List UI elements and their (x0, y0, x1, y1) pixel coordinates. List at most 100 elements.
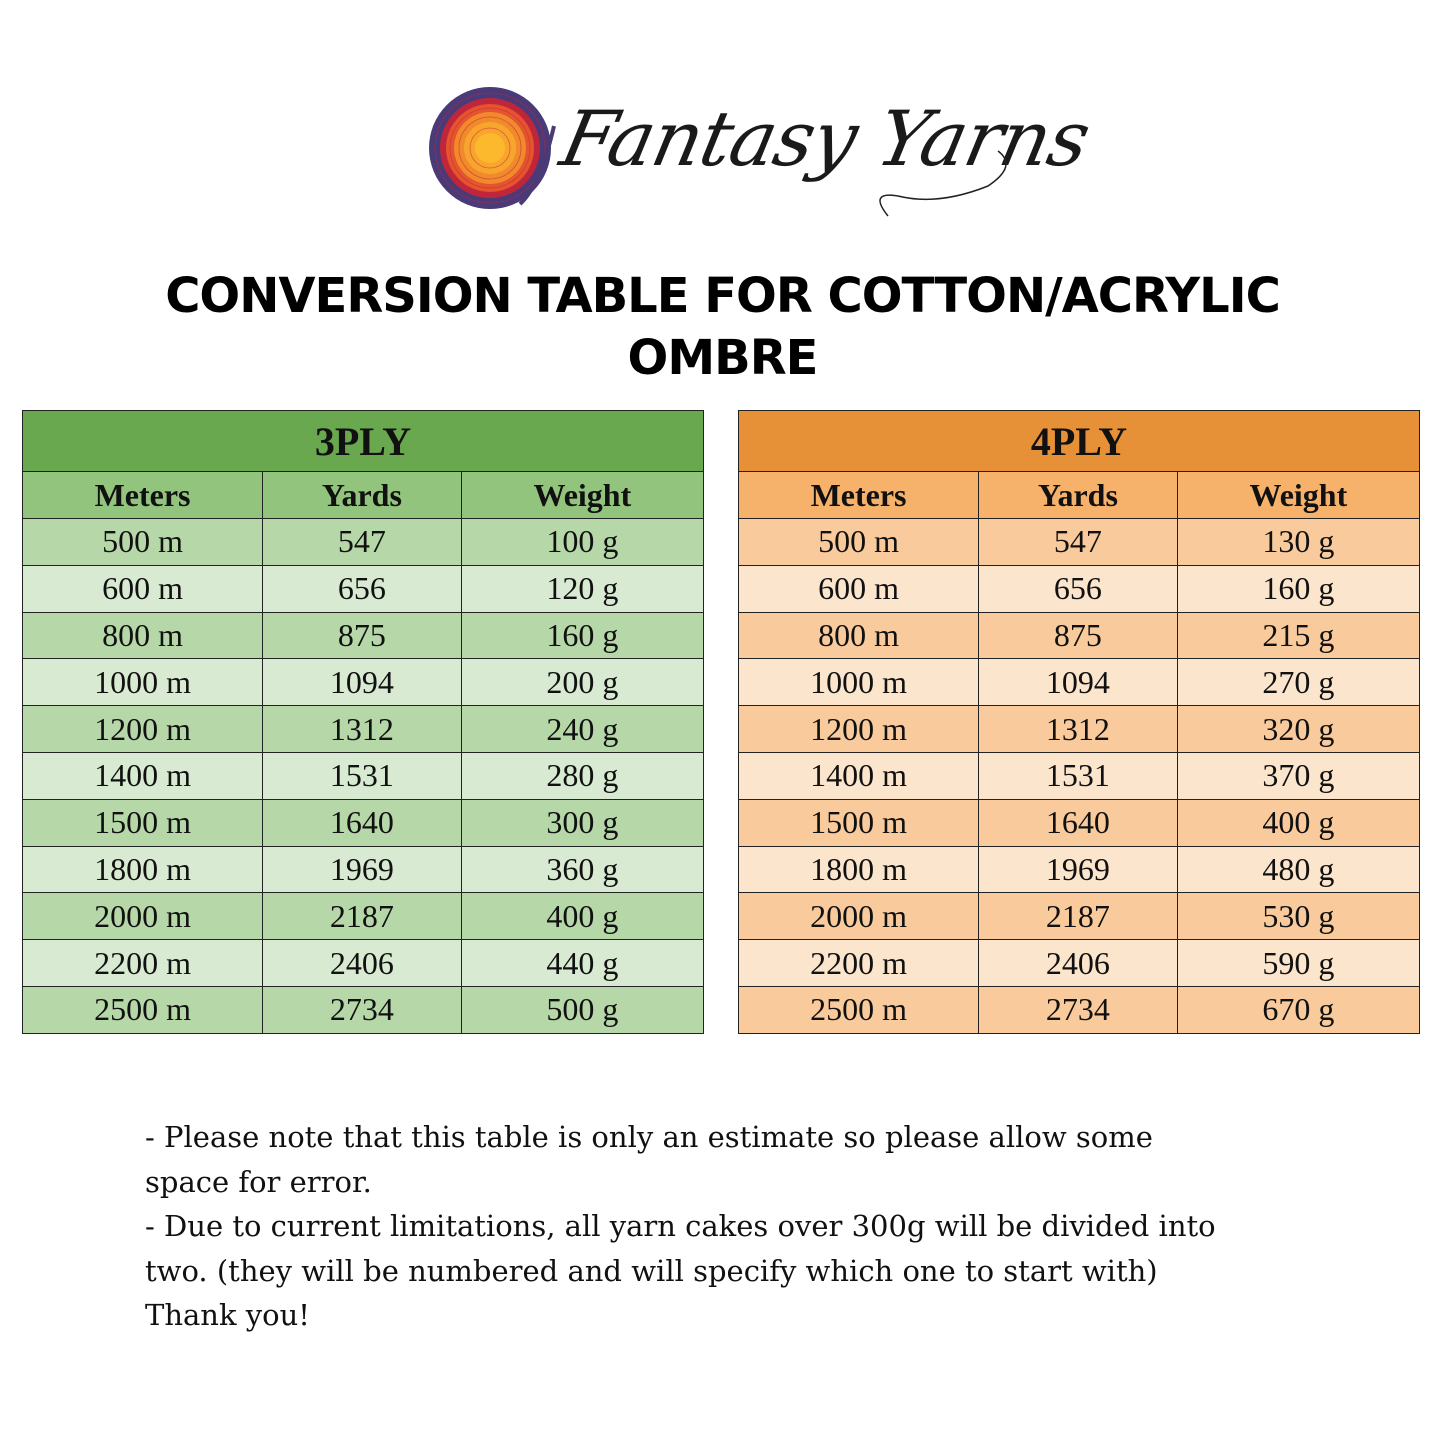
cell-yards: 2734 (262, 985, 462, 1034)
cell-yards: 547 (978, 518, 1178, 566)
column-header-row: Meters Yards Weight (737, 471, 1421, 519)
table-row: 1400 m 1531 370 g (737, 751, 1421, 800)
table-row: 2000 m 2187 400 g (21, 892, 705, 941)
table-row: 800 m 875 215 g (737, 611, 1421, 660)
table-title: 4PLY (738, 410, 1420, 472)
note-line: space for error. (145, 1164, 372, 1199)
cell-weight: 370 g (1176, 751, 1421, 800)
cell-meters: 1000 m (737, 658, 980, 707)
cell-yards: 875 (978, 611, 1178, 660)
cell-meters: 2500 m (21, 985, 264, 1034)
cell-weight: 480 g (1176, 845, 1421, 894)
table-row: 1800 m 1969 360 g (21, 845, 705, 894)
cell-yards: 2187 (262, 892, 462, 941)
table-row: 1200 m 1312 320 g (737, 705, 1421, 753)
cell-meters: 600 m (21, 564, 264, 613)
table-row: 600 m 656 160 g (737, 564, 1421, 613)
cell-yards: 1969 (978, 845, 1178, 894)
cell-weight: 360 g (460, 845, 705, 894)
column-header-meters: Meters (21, 471, 264, 519)
cell-weight: 400 g (1176, 798, 1421, 847)
note-line: two. (they will be numbered and will spe… (145, 1253, 1158, 1288)
cell-meters: 2000 m (737, 892, 980, 941)
cell-yards: 656 (978, 564, 1178, 613)
cell-meters: 1500 m (21, 798, 264, 847)
table-row: 500 m 547 100 g (21, 518, 705, 566)
cell-weight: 320 g (1176, 705, 1421, 753)
table-row: 1500 m 1640 400 g (737, 798, 1421, 847)
title-line-2: OMBRE (627, 330, 819, 386)
cell-yards: 1531 (978, 751, 1178, 800)
cell-weight: 130 g (1176, 518, 1421, 566)
table-row: 1200 m 1312 240 g (21, 705, 705, 753)
note-line: Thank you! (145, 1298, 310, 1333)
table-row: 1400 m 1531 280 g (21, 751, 705, 800)
table-row: 1800 m 1969 480 g (737, 845, 1421, 894)
table-row: 2200 m 2406 440 g (21, 939, 705, 987)
cell-meters: 1200 m (737, 705, 980, 753)
note-line: - Please note that this table is only an… (145, 1120, 1153, 1154)
cell-yards: 2406 (262, 939, 462, 987)
cell-weight: 590 g (1176, 939, 1421, 987)
cell-meters: 500 m (737, 518, 980, 566)
notes: - Please note that this table is only an… (145, 1115, 1345, 1338)
cell-meters: 2200 m (21, 939, 264, 987)
cell-yards: 1094 (262, 658, 462, 707)
cell-weight: 200 g (460, 658, 705, 707)
table-row: 1500 m 1640 300 g (21, 798, 705, 847)
cell-yards: 1094 (978, 658, 1178, 707)
cell-yards: 1531 (262, 751, 462, 800)
cell-meters: 1000 m (21, 658, 264, 707)
table-title-row: 3PLY (22, 410, 704, 472)
cell-yards: 1312 (978, 705, 1178, 753)
cell-weight: 215 g (1176, 611, 1421, 660)
cell-weight: 670 g (1176, 985, 1421, 1034)
cell-weight: 530 g (1176, 892, 1421, 941)
table-row: 1000 m 1094 270 g (737, 658, 1421, 707)
cell-meters: 2500 m (737, 985, 980, 1034)
cell-meters: 500 m (21, 518, 264, 566)
cell-weight: 240 g (460, 705, 705, 753)
cell-yards: 2187 (978, 892, 1178, 941)
cell-meters: 1800 m (737, 845, 980, 894)
table-row: 500 m 547 130 g (737, 518, 1421, 566)
table-row: 2000 m 2187 530 g (737, 892, 1421, 941)
table-row: 2200 m 2406 590 g (737, 939, 1421, 987)
cell-yards: 2406 (978, 939, 1178, 987)
logo-swash (879, 150, 1007, 217)
table-row: 2500 m 2734 500 g (21, 985, 705, 1034)
column-header-meters: Meters (737, 471, 980, 519)
cell-weight: 270 g (1176, 658, 1421, 707)
column-header-yards: Yards (262, 471, 462, 519)
cell-meters: 1200 m (21, 705, 264, 753)
title-line-1: CONVERSION TABLE FOR COTTON/ACRYLIC (165, 268, 1281, 324)
cell-yards: 875 (262, 611, 462, 660)
fantasy-yarns-logo: Fantasy Yarns (428, 86, 1097, 221)
page-title: CONVERSION TABLE FOR COTTON/ACRYLIC OMBR… (0, 265, 1445, 389)
cell-weight: 400 g (460, 892, 705, 941)
cell-yards: 1312 (262, 705, 462, 753)
cell-weight: 500 g (460, 985, 705, 1034)
table-row: 600 m 656 120 g (21, 564, 705, 613)
cell-yards: 1640 (262, 798, 462, 847)
cell-meters: 1500 m (737, 798, 980, 847)
table-title: 3PLY (22, 410, 704, 472)
cell-weight: 280 g (460, 751, 705, 800)
column-header-yards: Yards (978, 471, 1178, 519)
cell-meters: 1400 m (21, 751, 264, 800)
yarn-ball-icon (429, 87, 556, 209)
table-row: 2500 m 2734 670 g (737, 985, 1421, 1034)
table-row: 1000 m 1094 200 g (21, 658, 705, 707)
cell-weight: 160 g (460, 611, 705, 660)
cell-yards: 1969 (262, 845, 462, 894)
column-header-weight: Weight (1176, 471, 1421, 519)
cell-yards: 547 (262, 518, 462, 566)
table-title-row: 4PLY (738, 410, 1420, 472)
cell-weight: 100 g (460, 518, 705, 566)
cell-meters: 600 m (737, 564, 980, 613)
note-line: - Due to current limitations, all yarn c… (145, 1209, 1216, 1244)
cell-yards: 2734 (978, 985, 1178, 1034)
cell-weight: 440 g (460, 939, 705, 987)
